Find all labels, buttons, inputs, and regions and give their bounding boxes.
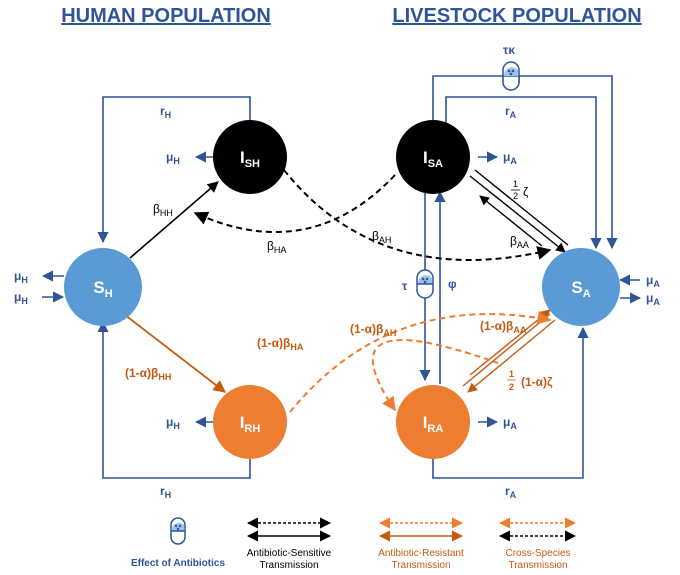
beta-aa-arrow [479, 195, 543, 247]
half-zeta-label: 1 2 ζ [511, 179, 529, 201]
beta-ah-dashed-arrow [283, 169, 552, 261]
rh-top-label: rH [160, 104, 171, 120]
r-beta-aa-label: (1-α)βAA [480, 319, 527, 335]
beta-hh-label: βHH [153, 202, 173, 218]
phi-label: φ [448, 277, 457, 291]
mu-h-label-sh-out: μH [14, 269, 28, 285]
mu-a-label-sa-out: μA [646, 291, 660, 307]
zeta-arrow-isa-sa-line2 [474, 169, 569, 246]
tau-label: τ [402, 279, 408, 293]
svg-text:SH: SH [93, 278, 112, 300]
legend-resistant-label-1: Antibiotic-Resistant [378, 548, 464, 559]
r-beta-hh-label: (1-α)βHH [125, 366, 171, 382]
zeta-arrow-isa-sa [469, 175, 566, 253]
legend-cross-label-2: Transmission [508, 560, 567, 571]
svg-text:(1-α)ζ: (1-α)ζ [521, 375, 553, 389]
r-beta-ah-dashed-arrow [289, 310, 552, 413]
mu-a-label-isa: μA [503, 150, 517, 166]
svg-text:1: 1 [513, 179, 518, 189]
r-zeta-arrow-line2 [462, 313, 551, 387]
legend-sensitive-label-2: Transmission [259, 560, 318, 571]
svg-text:IRA: IRA [423, 413, 444, 435]
svg-text:2: 2 [509, 382, 514, 392]
recovery-arrow-isa-sa [445, 96, 602, 250]
antibiotic-pill-icon [170, 517, 186, 545]
r-zeta-arrow [467, 319, 556, 393]
mu-a-label-sa-in: μA [646, 273, 660, 289]
r-beta-ha-label: (1-α)βHA [257, 336, 304, 352]
legend-sensitive-label-1: Antibiotic-Sensitive [247, 548, 332, 559]
mu-h-label-irh: μH [166, 415, 180, 431]
svg-text:ζ: ζ [523, 185, 529, 199]
legend: Effect of Antibiotics Antibiotic-Sensiti… [131, 517, 577, 571]
svg-text:IRH: IRH [240, 413, 261, 435]
mu-h-label-ish: μH [166, 150, 180, 166]
antibiotic-pill-icon [416, 269, 434, 299]
beta-hh-arrow [129, 181, 219, 259]
mu-h-label-sh-in: μH [14, 290, 28, 306]
beta-ha-label: βHA [267, 239, 286, 255]
recovery-arrow-irh-sh [97, 320, 251, 479]
beta-ah-label: βAH [372, 229, 391, 245]
ra-top-label: rA [505, 104, 517, 120]
svg-text:ISH: ISH [240, 148, 260, 170]
recovery-arrow-ish-sh [97, 96, 251, 244]
node-isa: ISA [396, 120, 470, 194]
node-ish: ISH [213, 120, 287, 194]
node-irh: IRH [213, 385, 287, 459]
human-population-header: HUMAN POPULATION [61, 5, 271, 27]
r-beta-ha-dashed-arrow [371, 339, 499, 412]
half-r-zeta-label: 1 2 (1-α)ζ [507, 369, 553, 392]
r-beta-ah-label: (1-α)βAH [350, 322, 396, 338]
rh-bottom-label: rH [160, 484, 171, 500]
svg-text:2: 2 [513, 191, 518, 201]
svg-text:1: 1 [509, 369, 514, 379]
legend-antibiotics-label: Effect of Antibiotics [131, 558, 226, 569]
svg-text:ISA: ISA [423, 148, 443, 170]
mu-a-label-ira: μA [503, 415, 517, 431]
ra-bottom-label: rA [505, 484, 517, 500]
tau-kappa-label: τκ [503, 43, 515, 57]
beta-aa-label: βAA [510, 234, 529, 250]
legend-cross-label-1: Cross-Species [505, 548, 570, 559]
antibiotic-pill-icon [502, 61, 520, 91]
svg-text:SA: SA [571, 278, 590, 300]
node-ira: IRA [396, 385, 470, 459]
treatment-arrow-isa-sa [432, 75, 618, 250]
recovery-arrow-ira-sa [432, 326, 589, 479]
legend-resistant-label-2: Transmission [391, 560, 450, 571]
node-sa: SA [542, 248, 620, 326]
livestock-population-header: LIVESTOCK POPULATION [392, 5, 641, 27]
r-beta-hh-arrow [124, 314, 226, 393]
node-sh: SH [64, 248, 142, 326]
